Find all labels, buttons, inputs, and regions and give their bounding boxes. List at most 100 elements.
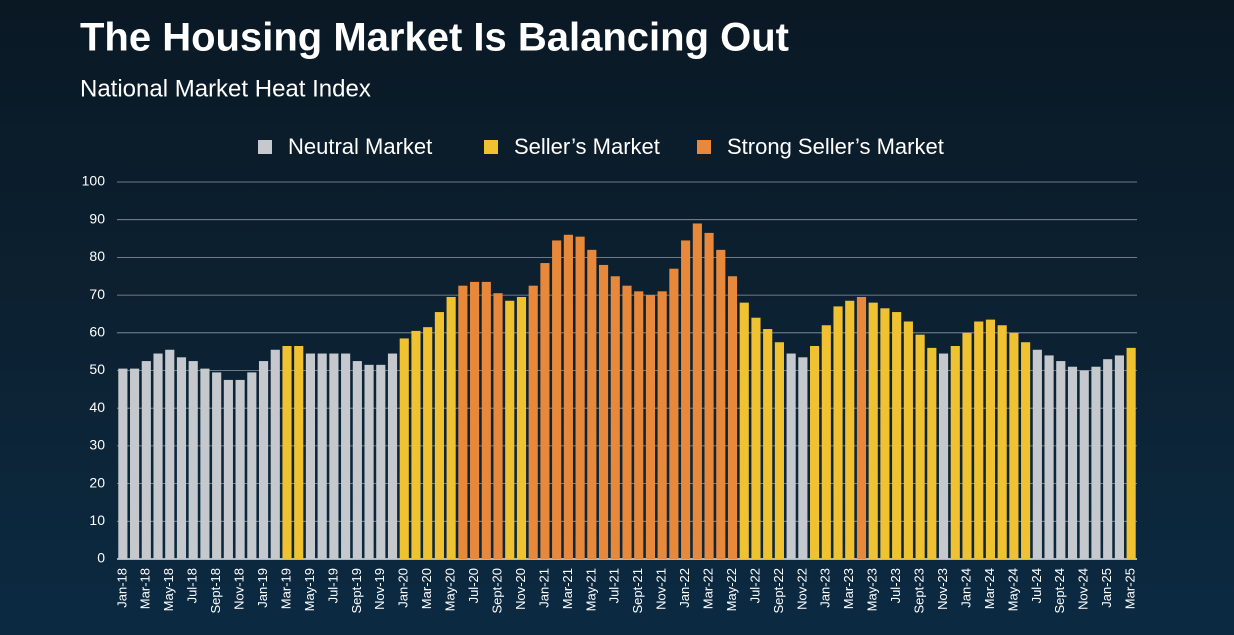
x-tick-label: Sept-20 (489, 568, 504, 614)
bar (165, 349, 175, 559)
bar (118, 368, 128, 559)
legend-label: Neutral Market (288, 134, 432, 159)
x-tick-label: Jan-21 (536, 568, 551, 608)
bar (481, 281, 491, 559)
bar (329, 353, 339, 559)
bar (305, 353, 316, 559)
y-tick-label: 80 (89, 248, 105, 264)
bar (411, 330, 421, 559)
bar (610, 276, 620, 559)
x-tick-label: Sept-23 (912, 568, 927, 614)
bar (516, 296, 527, 559)
bar (716, 249, 726, 560)
bar (1114, 355, 1124, 559)
bar (387, 353, 398, 559)
bar (352, 361, 362, 559)
bar (294, 345, 304, 559)
bar (786, 353, 796, 559)
bar (845, 300, 855, 559)
bar (176, 357, 187, 559)
chart-subtitle: National Market Heat Index (80, 75, 371, 102)
bar (645, 295, 656, 559)
y-tick-label: 30 (89, 437, 105, 453)
x-tick-label: Mar-25 (1123, 568, 1138, 609)
bar (493, 293, 503, 559)
bar (903, 321, 913, 559)
x-tick-label: Nov-20 (513, 568, 528, 610)
bar (1126, 347, 1136, 559)
x-tick-label: May-23 (865, 568, 880, 611)
legend-label: Seller’s Market (514, 134, 660, 159)
x-tick-label: Nov-23 (935, 568, 950, 610)
x-tick-label: Jul-22 (747, 568, 762, 603)
bar (1103, 359, 1113, 559)
x-tick-label: May-19 (302, 568, 317, 611)
bar (821, 325, 831, 559)
bar (528, 285, 538, 559)
bar (985, 319, 996, 559)
bar (223, 379, 233, 559)
bar (634, 291, 644, 559)
bar (399, 338, 409, 559)
y-tick-label: 50 (89, 361, 105, 377)
x-tick-label: Sept-21 (630, 568, 645, 614)
bar (950, 345, 960, 559)
bar (598, 264, 609, 559)
legend-label: Strong Seller’s Market (727, 134, 944, 159)
bar (751, 317, 761, 559)
bar (669, 268, 679, 559)
x-tick-label: Jan-25 (1099, 568, 1114, 608)
y-tick-label: 100 (82, 173, 106, 189)
y-tick-label: 60 (89, 324, 105, 340)
x-tick-label: Jul-24 (1029, 568, 1044, 603)
x-tick-label: Sept-22 (771, 568, 786, 614)
bar (927, 347, 937, 559)
x-tick-label: Nov-19 (372, 568, 387, 610)
bar (1079, 370, 1089, 559)
bar (587, 249, 597, 560)
bar (130, 368, 140, 559)
bar (1009, 332, 1019, 559)
bar (317, 353, 327, 559)
bar (962, 332, 972, 559)
x-tick-label: Nov-21 (654, 568, 669, 610)
x-tick-label: May-21 (583, 568, 598, 611)
bar (810, 345, 820, 559)
bar (376, 364, 386, 559)
y-tick-label: 70 (89, 286, 105, 302)
x-tick-label: Nov-18 (232, 568, 247, 610)
x-tick-label: Jan-18 (114, 568, 129, 608)
x-tick-label: Jan-20 (396, 568, 411, 608)
bar (364, 364, 374, 559)
y-tick-label: 10 (89, 512, 105, 528)
x-tick-label: May-20 (443, 568, 458, 611)
x-tick-label: Mar-20 (419, 568, 434, 609)
x-tick-label: Nov-22 (794, 568, 809, 610)
x-tick-label: Jan-19 (255, 568, 270, 608)
bar (915, 334, 925, 559)
x-tick-label: May-18 (161, 568, 176, 611)
legend-swatch (697, 140, 711, 154)
x-tick-label: Jul-21 (607, 568, 622, 603)
bar (938, 353, 949, 559)
x-tick-label: Nov-24 (1076, 568, 1091, 610)
bar (258, 361, 269, 559)
bar (798, 357, 808, 559)
bar (270, 349, 280, 559)
bar (692, 223, 702, 559)
bar (739, 302, 749, 559)
bar (446, 296, 456, 559)
bar (997, 325, 1007, 559)
bar (1056, 361, 1066, 559)
bar (563, 234, 573, 559)
bar (868, 302, 878, 559)
bar (763, 329, 773, 559)
bar (282, 345, 292, 559)
bar (575, 236, 585, 560)
bar (458, 285, 468, 559)
x-tick-label: Mar-24 (982, 568, 997, 609)
bar (1021, 342, 1031, 559)
y-tick-label: 40 (89, 399, 105, 415)
bar (1067, 366, 1078, 559)
legend-swatch (258, 140, 272, 154)
